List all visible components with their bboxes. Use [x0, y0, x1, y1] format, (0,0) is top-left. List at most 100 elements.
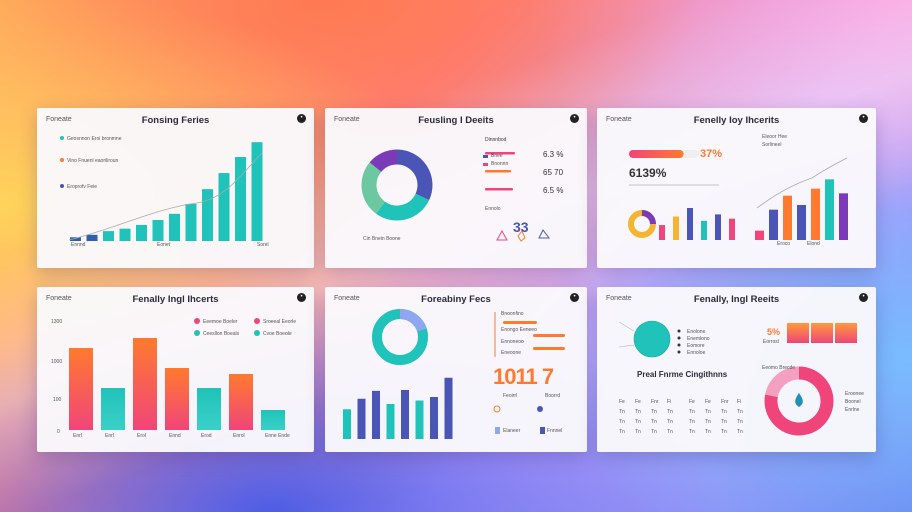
warning-icon [496, 229, 508, 241]
table-cell: Tn [689, 419, 695, 425]
bar [136, 224, 147, 241]
more-options-icon[interactable]: • [570, 293, 579, 302]
bar [185, 203, 197, 241]
table-cell: Tn [635, 419, 641, 425]
more-options-icon[interactable]: • [570, 114, 579, 123]
bar [235, 157, 246, 241]
donut-slice [396, 149, 433, 201]
table-cell: Tn [619, 419, 625, 425]
metric-row-value: 6.3 % [543, 150, 564, 159]
bar [430, 397, 438, 439]
table-cell: Tn [721, 419, 727, 425]
legend-item: Eeemoe Boeler [203, 319, 238, 325]
table-cell: Tn [651, 429, 657, 435]
bar [357, 398, 366, 439]
donut-caption: Cin Bnein Boone [363, 236, 401, 242]
table-cell: Tn [705, 409, 711, 415]
table-cell: Fi [667, 399, 672, 405]
table-cell: Tn [737, 429, 743, 435]
dashboard-card-2[interactable]: Foneate Feusling I Deeits • Cin Bnein Bo… [325, 108, 587, 268]
bar [101, 388, 125, 430]
more-options-icon[interactable]: • [859, 114, 868, 123]
bar [811, 188, 820, 240]
x-axis-label: Erod [201, 433, 212, 439]
dashboard-card-5[interactable]: Foneate Foreabiny Fecs • Bnoonfino Enong… [325, 287, 587, 452]
more-options-icon[interactable]: • [297, 293, 306, 302]
table-cell: Fnr [651, 399, 659, 405]
pie-legend-item: Enolone [687, 329, 706, 335]
legend-dot [60, 136, 64, 140]
dashboard-card-4[interactable]: Foneate Fenally Ingl Ihcerts • Eeemoe Bo… [37, 287, 314, 452]
bar [165, 368, 189, 430]
legend-dot [60, 158, 64, 162]
card-title: Foreabiny Fecs [421, 294, 491, 305]
donut-slice [369, 149, 398, 173]
bar [103, 231, 114, 241]
x-axis-label: Enrl [73, 433, 82, 439]
bar [401, 390, 409, 439]
dashboard-card-1[interactable]: Foneate Fonsing Feries • Geosnnon Eroi b… [37, 108, 314, 268]
legend-item: Boorrd [545, 393, 561, 399]
more-options-icon[interactable]: • [859, 293, 868, 302]
percent-value: 5% [767, 327, 781, 337]
metric-row-value: 6.5 % [543, 186, 564, 195]
bar [218, 173, 230, 241]
bar [797, 205, 806, 240]
card-1-chart [60, 136, 263, 241]
legend-dot [60, 184, 64, 188]
table-cell: Tn [667, 419, 673, 425]
bar [152, 220, 164, 241]
pie-legend-item: Enemlono [687, 336, 710, 342]
table-cell: Fe [705, 399, 711, 405]
bar [202, 189, 213, 241]
section-title: Preal Fnrme Cingithnns [637, 370, 728, 379]
bar [729, 218, 735, 240]
metric-value: 6139% [629, 166, 667, 180]
card-brand: Foneate [46, 295, 72, 302]
list-item: Eneoone [501, 350, 522, 356]
bar [86, 234, 98, 241]
card-4-chart [69, 318, 285, 430]
legend-item: Bnonnn [491, 161, 509, 167]
bar [839, 193, 848, 240]
table-cell: Tn [705, 419, 711, 425]
legend-item: Geosnnon Eroi bronmne [67, 136, 122, 142]
card-6-chart [618, 320, 857, 436]
bar [251, 142, 263, 241]
bar [415, 400, 424, 439]
legend-item: Bnee [491, 153, 503, 159]
metric-row-value: 65 70 [543, 168, 564, 177]
table-cell: Tn [705, 429, 711, 435]
legend-item: Eroprofv Feie [67, 184, 98, 190]
card-title: Fonsing Feries [141, 115, 210, 126]
bar [386, 404, 395, 439]
table-cell: Fe [689, 399, 695, 405]
y-axis-label: 1300 [51, 319, 63, 325]
table-cell: Tn [737, 419, 743, 425]
percent-caption: Eorrosl [763, 339, 779, 345]
bar [229, 374, 253, 430]
dashboard-card-3[interactable]: Foneate Fenelly Ioy Ihcerits • 37% 6139%… [597, 108, 876, 268]
list-item: Bnoonfino [501, 311, 524, 317]
table-cell: Tn [689, 429, 695, 435]
list-item: Ennoneoo [501, 339, 524, 345]
card-title: Fenelly Ioy Ihcerits [693, 115, 780, 126]
metric-value: 1011 7 [493, 364, 554, 389]
donut-slice [376, 193, 430, 221]
y-axis-label: 1000 [51, 359, 63, 365]
table-cell: Tn [737, 409, 743, 415]
x-axis-label: Ennd [169, 433, 181, 439]
bar [119, 228, 131, 241]
card-brand: Foneate [334, 116, 360, 123]
dashboard-card-6[interactable]: Foneate Fenally, Ingl Reeits • Enolone E… [597, 287, 876, 452]
bar [673, 216, 679, 240]
metric-row-label: Dinnnbod [485, 137, 507, 143]
legend-item: Fnnnel [547, 428, 563, 434]
card-brand: Foneate [606, 295, 632, 302]
pie-legend-item: Eomore [687, 343, 705, 349]
legend-item: Eroonee [845, 391, 864, 397]
more-options-icon[interactable]: • [297, 114, 306, 123]
x-axis-label: Eonet [157, 242, 171, 248]
x-axis-label: Erol [137, 433, 146, 439]
legend-item: Elaneer [503, 428, 521, 434]
